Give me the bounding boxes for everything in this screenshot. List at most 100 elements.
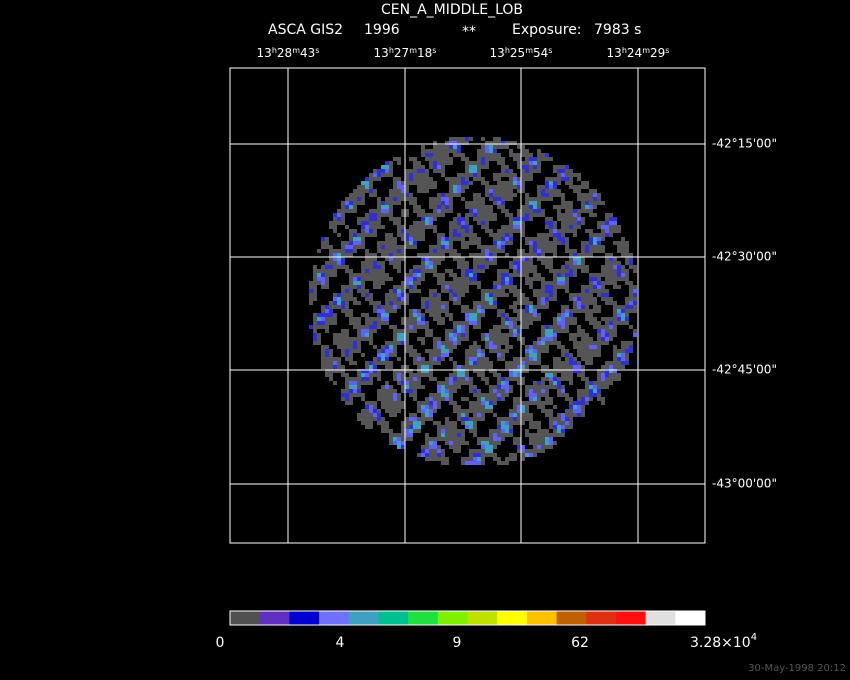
- pixel: [481, 349, 485, 353]
- pixel: [437, 297, 441, 301]
- pixel: [389, 441, 393, 445]
- pixel: [425, 185, 429, 189]
- pixel: [505, 385, 509, 389]
- pixel: [465, 365, 469, 369]
- pixel: [457, 237, 461, 241]
- pixel: [377, 317, 381, 321]
- pixel: [537, 393, 541, 397]
- pixel: [477, 457, 481, 461]
- colorbar-swatch: [467, 611, 498, 625]
- pixel: [373, 409, 377, 413]
- pixel: [573, 309, 577, 313]
- pixel: [413, 273, 417, 277]
- pixel: [589, 397, 593, 401]
- pixel: [581, 413, 585, 417]
- pixel: [401, 193, 405, 197]
- pixel: [429, 177, 433, 181]
- pixel: [585, 249, 589, 253]
- pixel: [401, 237, 405, 241]
- pixel: [533, 161, 537, 165]
- pixel: [537, 289, 541, 293]
- pixel: [325, 277, 329, 281]
- pixel: [553, 297, 557, 301]
- pixel: [365, 225, 369, 229]
- pixel: [413, 221, 417, 225]
- pixel: [417, 321, 421, 325]
- pixel: [501, 341, 505, 345]
- pixel: [529, 449, 533, 453]
- pixel: [541, 233, 545, 237]
- pixel: [529, 261, 533, 265]
- pixel: [529, 317, 533, 321]
- pixel: [521, 273, 525, 277]
- pixel: [485, 265, 489, 269]
- pixel: [541, 409, 545, 413]
- pixel: [361, 409, 365, 413]
- pixel: [545, 177, 549, 181]
- pixel: [565, 373, 569, 377]
- pixel: [393, 241, 397, 245]
- pixel: [361, 233, 365, 237]
- pixel: [405, 417, 409, 421]
- pixel: [509, 421, 513, 425]
- pixel: [381, 205, 385, 209]
- pixel: [385, 381, 389, 385]
- pixel: [581, 401, 585, 405]
- pixel: [325, 285, 329, 289]
- pixel: [369, 329, 373, 333]
- pixel: [625, 245, 629, 249]
- pixel: [605, 369, 609, 373]
- pixel: [449, 205, 453, 209]
- pixel: [633, 269, 637, 273]
- pixel: [321, 321, 325, 325]
- pixel: [473, 401, 477, 405]
- pixel: [485, 405, 489, 409]
- pixel: [553, 369, 557, 373]
- pixel: [345, 269, 349, 273]
- pixel: [497, 189, 501, 193]
- pixel: [553, 253, 557, 257]
- pixel: [565, 181, 569, 185]
- pixel: [577, 253, 581, 257]
- pixel: [493, 261, 497, 265]
- pixel: [529, 277, 533, 281]
- pixel: [489, 257, 493, 261]
- exponent: 4: [751, 632, 757, 643]
- pixel: [541, 185, 545, 189]
- pixel: [493, 345, 497, 349]
- pixel: [545, 265, 549, 269]
- pixel: [593, 389, 597, 393]
- pixel: [409, 309, 413, 313]
- pixel: [509, 173, 513, 177]
- pixel: [513, 301, 517, 305]
- pixel: [501, 209, 505, 213]
- timestamp: 30-May-1998 20:12: [748, 663, 846, 674]
- pixel: [393, 201, 397, 205]
- pixel: [557, 429, 561, 433]
- pixel: [485, 445, 489, 449]
- pixel: [485, 337, 489, 341]
- pixel: [545, 409, 549, 413]
- pixel: [377, 369, 381, 373]
- pixel: [337, 345, 341, 349]
- pixel: [577, 345, 581, 349]
- pixel: [357, 277, 361, 281]
- pixel: [533, 389, 537, 393]
- pixel: [389, 409, 393, 413]
- pixel: [409, 349, 413, 353]
- pixel: [385, 169, 389, 173]
- pixel: [545, 185, 549, 189]
- pixel: [413, 173, 417, 177]
- pixel: [521, 185, 525, 189]
- pixel: [525, 297, 529, 301]
- pixel: [581, 297, 585, 301]
- pixel: [397, 257, 401, 261]
- pixel: [457, 377, 461, 381]
- pixel: [333, 305, 337, 309]
- pixel: [401, 321, 405, 325]
- pixel: [497, 313, 501, 317]
- pixel: [569, 373, 573, 377]
- pixel: [489, 345, 493, 349]
- pixel: [557, 329, 561, 333]
- pixel: [349, 393, 353, 397]
